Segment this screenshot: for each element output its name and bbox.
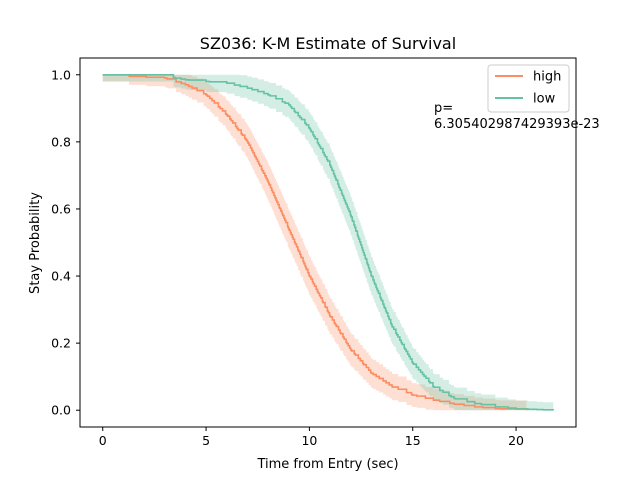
x-tick-label: 5: [202, 433, 210, 448]
x-tick-label: 20: [508, 433, 524, 448]
p-value-number: 6.305402987429393e-23: [434, 117, 600, 132]
legend-label-high: high: [533, 70, 561, 85]
y-axis-ticks: 0.0 0.2 0.4 0.6 0.8 1.0: [51, 67, 80, 418]
y-tick-label: 1.0: [51, 67, 71, 82]
legend: high low: [487, 64, 570, 113]
series-lines: [102, 73, 555, 411]
y-tick-label: 0.2: [51, 336, 71, 351]
x-axis-label: Time from Entry (sec): [256, 457, 398, 472]
x-tick-label: 15: [405, 433, 421, 448]
chart-title: SZ036: K-M Estimate of Survival: [200, 34, 456, 53]
series-line-low: [102, 73, 555, 411]
legend-label-low: low: [533, 92, 556, 107]
x-tick-label: 10: [301, 433, 317, 448]
x-axis-ticks: 0 5 10 15 20: [99, 427, 524, 448]
y-tick-label: 0.8: [51, 134, 71, 149]
y-tick-label: 0.6: [51, 201, 71, 216]
y-axis-label: Stay Probability: [28, 192, 43, 294]
y-tick-label: 0.0: [51, 403, 71, 418]
series-line-high: [102, 73, 528, 411]
p-value-label: p=: [434, 101, 453, 116]
x-tick-label: 0: [99, 433, 107, 448]
plot-frame: [79, 57, 577, 428]
y-tick-label: 0.4: [51, 269, 71, 284]
